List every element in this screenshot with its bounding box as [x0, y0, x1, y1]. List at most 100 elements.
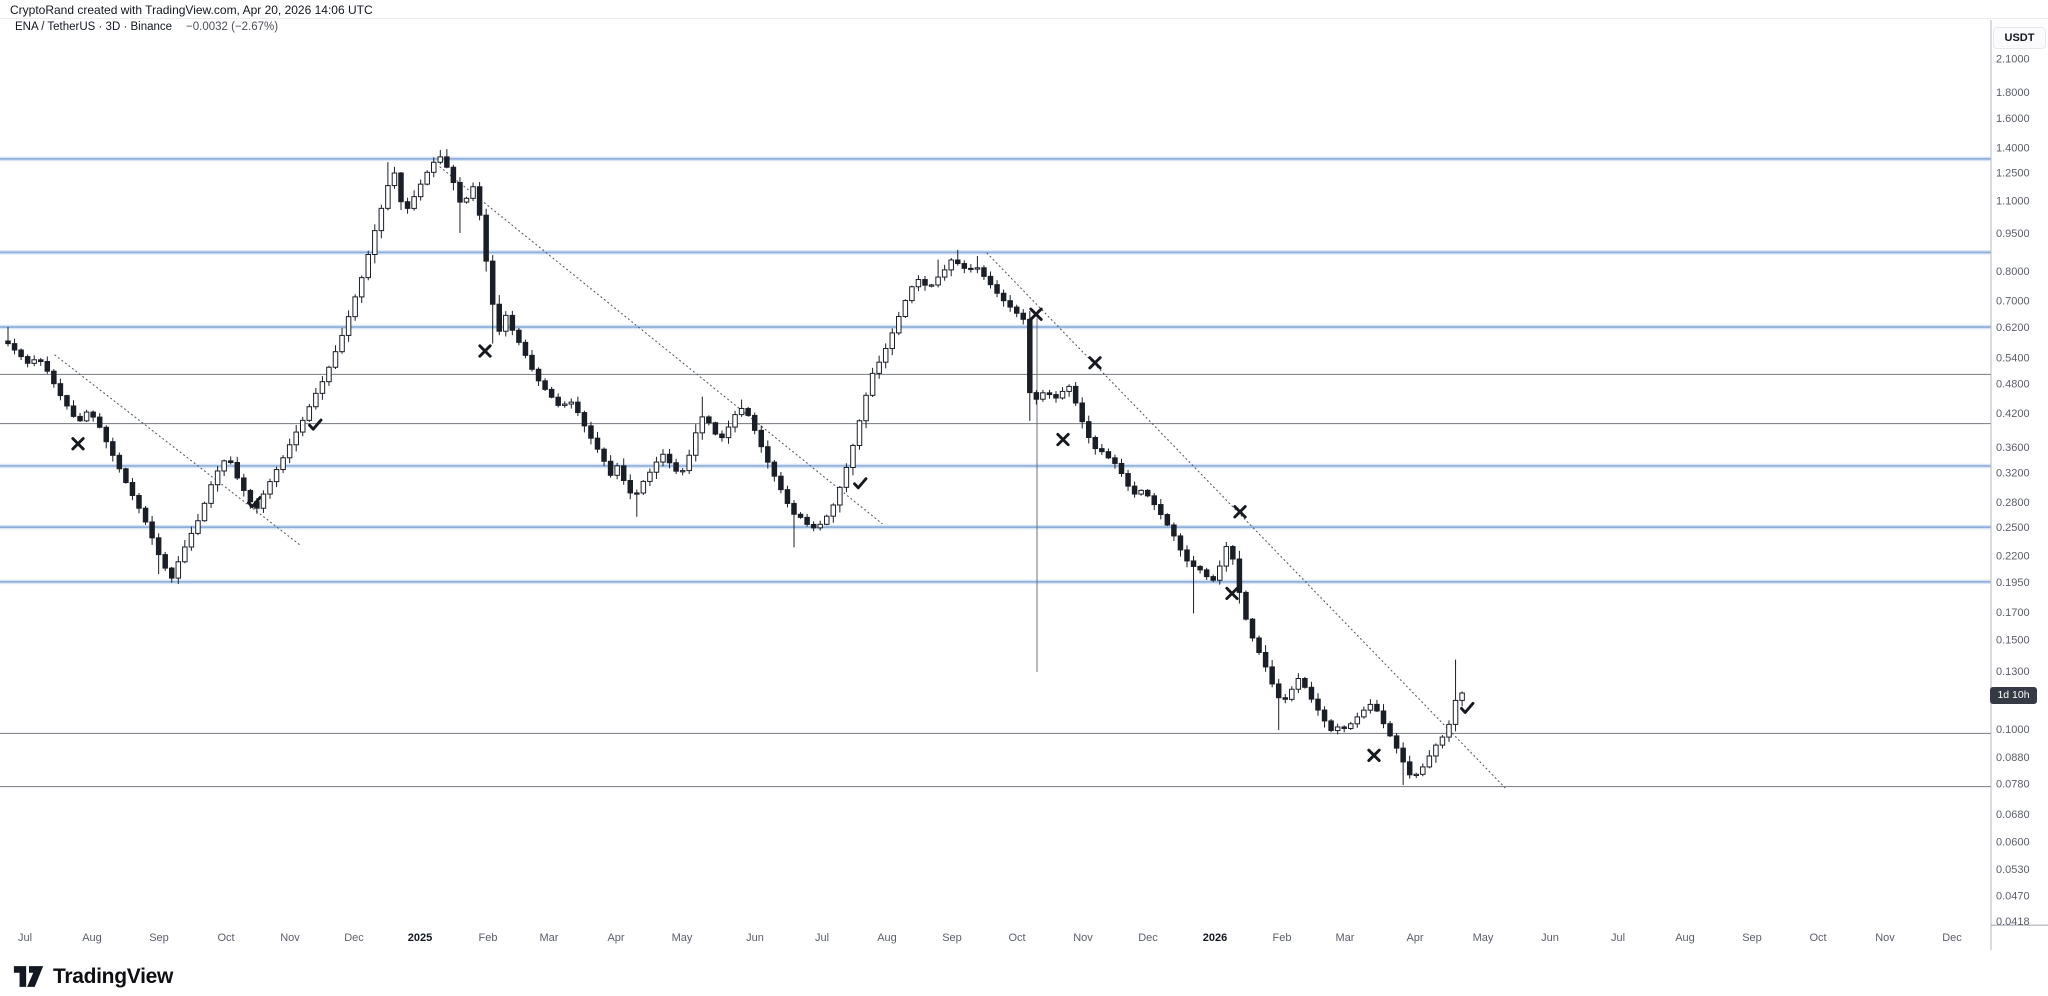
price-tick-label[interactable]: 0.4200 [1996, 408, 2030, 420]
month-tick-label[interactable]: Jun [1541, 932, 1559, 944]
price-tick-label[interactable]: 0.0880 [1996, 752, 2030, 764]
price-tick-label[interactable]: 0.8000 [1996, 266, 2030, 278]
tradingview-logo[interactable]: TradingView [12, 963, 173, 990]
check-mark[interactable] [247, 496, 262, 509]
candle-body [765, 446, 771, 463]
price-tick-label[interactable]: 2.1000 [1996, 53, 2030, 65]
month-tick-label[interactable]: Dec [1138, 932, 1158, 944]
trendline[interactable] [54, 354, 301, 546]
price-tick-label[interactable]: 0.0680 [1996, 809, 2030, 821]
month-tick-label[interactable]: Nov [280, 932, 300, 944]
candle-body [273, 469, 280, 483]
price-tick-label[interactable]: 0.2200 [1996, 550, 2030, 562]
month-tick-label[interactable]: May [672, 932, 693, 944]
month-tick-label[interactable]: Aug [1675, 932, 1695, 944]
price-axis-currency-label[interactable]: USDT [1993, 27, 2046, 49]
month-tick-label[interactable]: Oct [217, 932, 234, 944]
month-tick-label[interactable]: Oct [1008, 932, 1025, 944]
candle-body [51, 370, 57, 385]
candle-body [758, 429, 764, 448]
month-tick-label[interactable]: Jul [1611, 932, 1625, 944]
price-tick-label[interactable]: 1.1000 [1996, 196, 2030, 208]
price-tick-label[interactable]: 1.6000 [1996, 113, 2030, 125]
check-mark[interactable] [853, 477, 868, 490]
price-tick-label[interactable]: 0.0470 [1996, 890, 2030, 902]
price-tick-label[interactable]: 0.3200 [1996, 468, 2030, 480]
x-mark[interactable] [1088, 356, 1102, 370]
month-tick-label[interactable]: Nov [1073, 932, 1093, 944]
month-tick-label[interactable]: Jul [815, 932, 829, 944]
price-tick-label[interactable]: 0.1300 [1996, 666, 2030, 678]
x-mark[interactable] [1225, 586, 1239, 601]
price-tick-label[interactable]: 1.4000 [1996, 143, 2030, 155]
month-tick-label[interactable]: Oct [1809, 932, 1826, 944]
year-tick-label[interactable]: 2025 [408, 932, 432, 944]
month-tick-label[interactable]: Mar [1336, 932, 1355, 944]
price-tick-label[interactable]: 0.2800 [1996, 497, 2030, 509]
candle-body [1092, 436, 1099, 450]
price-tick-label[interactable]: 0.1700 [1996, 607, 2030, 619]
price-tick-label[interactable]: 0.0600 [1996, 836, 2030, 848]
price-tick-label[interactable]: 0.7000 [1996, 295, 2030, 307]
candle-body [162, 554, 168, 569]
month-tick-label[interactable]: Aug [82, 932, 102, 944]
x-mark[interactable] [478, 344, 492, 358]
candle-body [1171, 524, 1177, 537]
price-tick-label[interactable]: 0.6200 [1996, 322, 2030, 334]
month-tick-label[interactable]: Apr [1406, 932, 1423, 944]
x-mark[interactable] [1233, 505, 1247, 519]
candle-body [1315, 698, 1321, 711]
month-tick-label[interactable]: Nov [1875, 932, 1895, 944]
candle-body [424, 171, 430, 185]
price-tick-label[interactable]: 0.0418 [1996, 916, 2030, 928]
month-tick-label[interactable]: Dec [344, 932, 364, 944]
year-tick-label[interactable]: 2026 [1203, 932, 1227, 944]
price-tick-label[interactable]: 0.1500 [1996, 635, 2030, 647]
price-tick-label[interactable]: 0.3600 [1996, 442, 2030, 454]
x-mark[interactable] [1029, 307, 1043, 321]
price-tick-label[interactable]: 1.8000 [1996, 87, 2030, 99]
price-tick-label[interactable]: 0.5400 [1996, 352, 2030, 364]
month-tick-label[interactable]: Jun [746, 932, 764, 944]
month-tick-label[interactable]: Feb [479, 932, 498, 944]
candle-body [169, 567, 175, 579]
x-mark[interactable] [1367, 748, 1381, 763]
attribution-text: CryptoRand created with TradingView.com,… [10, 3, 373, 17]
price-tick-label[interactable]: 0.4800 [1996, 378, 2030, 390]
price-tick-label[interactable]: 0.1950 [1996, 577, 2030, 589]
check-mark[interactable] [308, 418, 323, 431]
candle-body [352, 296, 358, 318]
trendline[interactable] [986, 252, 1506, 789]
candle-body [411, 196, 417, 209]
month-tick-label[interactable]: Aug [877, 932, 897, 944]
x-mark[interactable] [1056, 432, 1070, 447]
price-tick-label[interactable]: 0.0780 [1996, 779, 2030, 791]
month-tick-label[interactable]: Jul [18, 932, 32, 944]
candle-body [214, 470, 221, 486]
price-tick-label[interactable]: 0.1000 [1996, 724, 2030, 736]
month-tick-label[interactable]: Sep [942, 932, 962, 944]
month-tick-label[interactable]: Apr [607, 932, 624, 944]
month-tick-label[interactable]: Feb [1273, 932, 1292, 944]
candle-body [300, 419, 306, 433]
month-tick-label[interactable]: May [1473, 932, 1494, 944]
price-tick-label[interactable]: 0.0530 [1996, 864, 2030, 876]
candle-body [1059, 390, 1066, 399]
x-mark[interactable] [71, 437, 85, 451]
month-tick-label[interactable]: Dec [1942, 932, 1962, 944]
candle-body [771, 461, 778, 477]
trendline[interactable] [439, 166, 883, 525]
month-tick-label[interactable]: Sep [149, 932, 169, 944]
candle-body [928, 284, 935, 287]
price-tick-label[interactable]: 0.2500 [1996, 522, 2030, 534]
candle-body [280, 457, 286, 471]
candlestick-series[interactable] [5, 149, 1465, 786]
symbol-info[interactable]: ENA / TetherUS · 3D · Binance −0.0032 (−2… [15, 21, 278, 33]
month-tick-label[interactable]: Sep [1742, 932, 1762, 944]
candle-body [974, 267, 981, 270]
month-tick-label[interactable]: Mar [540, 932, 559, 944]
check-mark[interactable] [1460, 701, 1475, 714]
price-tick-label[interactable]: 0.9500 [1996, 228, 2030, 240]
price-tick-label[interactable]: 1.2500 [1996, 168, 2030, 180]
